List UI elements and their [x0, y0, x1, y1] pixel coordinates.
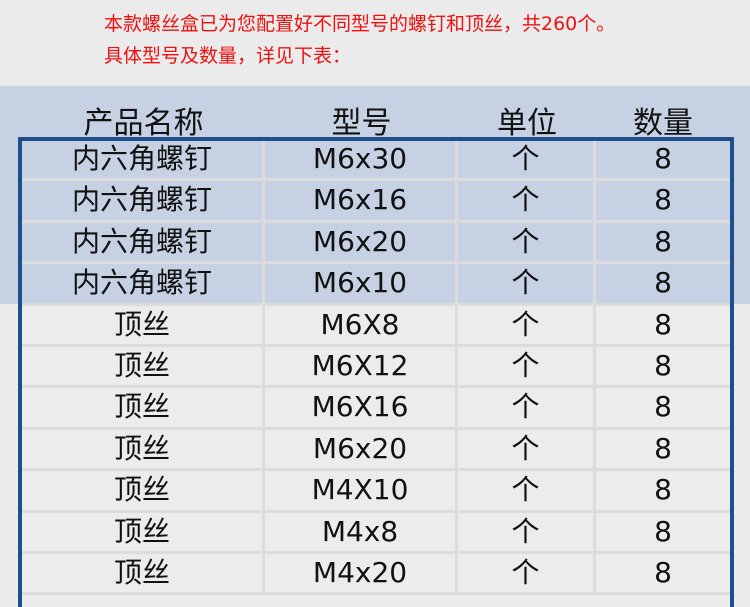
- cell-model: M6x16: [265, 181, 458, 220]
- cell-quantity: 8: [654, 183, 672, 217]
- table-row: 内六角螺钉 M6x30 个 8: [22, 140, 730, 182]
- cell-unit: 个: [458, 388, 596, 427]
- table-row: 顶丝 M4x20 个 8: [22, 553, 730, 596]
- cell-model: M6X16: [265, 388, 458, 427]
- cell-quantity: 8: [654, 555, 672, 589]
- cell-unit: 个: [458, 512, 596, 551]
- cell-unit: 个: [458, 181, 596, 220]
- table-border: [18, 137, 734, 607]
- cell-unit: 个: [458, 471, 596, 510]
- intro-text: 本款螺丝盒已为您配置好不同型号的螺钉和顶丝，共260个。 具体型号及数量，详见下…: [104, 8, 615, 72]
- table-row: 内六角螺钉 M6x10 个 8: [22, 264, 730, 306]
- cell-model: M6x30: [265, 140, 458, 179]
- cell-product-name: 顶丝: [22, 305, 265, 344]
- cell-unit: 个: [458, 264, 596, 303]
- cell-product-name: 内六角螺钉: [22, 181, 265, 220]
- table-row: 内六角螺钉 M6x16 个 8: [22, 181, 730, 223]
- cell-product-name: 顶丝: [22, 346, 265, 386]
- table-row: 内六角螺钉 M6x20 个 8: [22, 222, 730, 265]
- cell-unit: 个: [458, 222, 596, 262]
- table-header: 产品名称 型号 单位 数量: [22, 98, 730, 141]
- table-body: 内六角螺钉 M6x30 个 8 内六角螺钉 M6x16 个 8 内六角螺钉 M6x20 个 8 内六角螺…: [22, 140, 730, 596]
- cell-product-name: 内六角螺钉: [22, 222, 265, 262]
- cell-model: M4x8: [265, 512, 458, 551]
- cell-model: M6x20: [265, 429, 458, 469]
- cell-model: M6X8: [265, 305, 458, 344]
- cell-model: M4x20: [265, 553, 458, 593]
- cell-product-name: 顶丝: [22, 429, 265, 469]
- header-unit: 单位: [497, 106, 557, 141]
- cell-quantity: 8: [654, 307, 672, 341]
- cell-quantity: 8: [654, 390, 672, 424]
- intro-line-1: 本款螺丝盒已为您配置好不同型号的螺钉和顶丝，共260个。: [104, 13, 616, 35]
- cell-quantity: 8: [654, 224, 672, 258]
- table-row: 顶丝 M6x20 个 8: [22, 429, 730, 472]
- cell-model: M6x10: [265, 264, 458, 303]
- header-model: 型号: [331, 106, 392, 141]
- header-product-name: 产品名称: [83, 106, 204, 141]
- cell-quantity: 8: [654, 473, 672, 507]
- cell-product-name: 顶丝: [22, 388, 265, 427]
- table-row: 顶丝 M4X10 个 8: [22, 471, 730, 513]
- cell-product-name: 内六角螺钉: [22, 140, 265, 179]
- cell-model: M4X10: [265, 471, 458, 510]
- cell-unit: 个: [458, 140, 596, 179]
- cell-product-name: 顶丝: [22, 553, 265, 593]
- cell-unit: 个: [458, 346, 596, 386]
- cell-quantity: 8: [654, 266, 672, 300]
- cell-quantity: 8: [654, 514, 672, 548]
- cell-quantity: 8: [654, 142, 672, 175]
- cell-unit: 个: [458, 429, 596, 469]
- cell-unit: 个: [458, 305, 596, 344]
- table-row: 顶丝 M6X12 个 8: [22, 346, 730, 389]
- cell-product-name: 内六角螺钉: [22, 264, 265, 303]
- cell-quantity: 8: [654, 348, 672, 382]
- cell-quantity: 8: [654, 431, 672, 465]
- cell-product-name: 顶丝: [22, 512, 265, 551]
- table-row: 顶丝 M6X16 个 8: [22, 388, 730, 430]
- cell-unit: 个: [458, 553, 596, 593]
- intro-line-2: 具体型号及数量，详见下表：: [104, 45, 352, 67]
- cell-model: M6x20: [265, 222, 458, 262]
- header-quantity: 数量: [633, 106, 693, 141]
- cell-product-name: 顶丝: [22, 471, 265, 510]
- table-row: 顶丝 M6X8 个 8: [22, 305, 730, 347]
- table-row: 顶丝 M4x8 个 8: [22, 512, 730, 554]
- cell-model: M6X12: [265, 346, 458, 386]
